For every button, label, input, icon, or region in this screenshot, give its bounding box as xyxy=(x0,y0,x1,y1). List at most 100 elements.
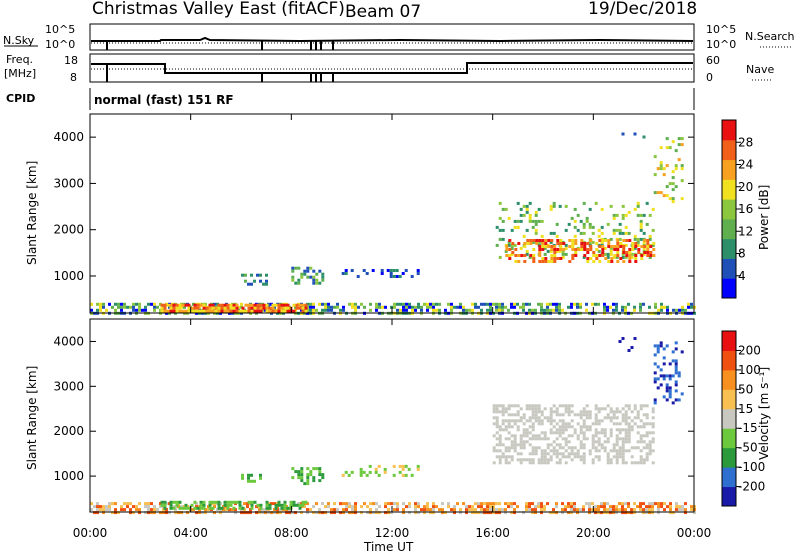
range-gate-cell xyxy=(645,431,649,435)
range-gate-cell xyxy=(609,305,612,309)
range-gate-cell xyxy=(564,437,568,441)
range-gate-cell xyxy=(567,404,571,408)
range-gate-cell xyxy=(642,231,646,235)
range-gate-cell xyxy=(271,309,275,313)
range-gate-cell xyxy=(552,452,556,456)
xtick-label: 08:00 xyxy=(274,526,309,540)
range-gate-cell xyxy=(653,191,657,195)
range-gate-cell xyxy=(612,508,615,512)
range-gate-cell xyxy=(516,219,520,223)
range-gate-cell xyxy=(616,248,620,251)
range-gate-cell xyxy=(567,422,571,426)
range-gate-cell xyxy=(504,305,507,309)
range-gate-cell xyxy=(555,511,558,515)
range-gate-cell xyxy=(417,305,420,309)
range-gate-cell xyxy=(528,404,532,408)
range-gate-cell xyxy=(621,461,625,465)
range-gate-cell xyxy=(453,511,456,515)
range-gate-cell xyxy=(342,502,345,506)
range-gate-cell xyxy=(567,413,571,417)
range-gate-cell xyxy=(354,511,357,515)
range-gate-cell xyxy=(663,502,666,506)
range-gate-cell xyxy=(498,455,502,459)
range-gate-cell xyxy=(271,306,275,310)
colorbar-tick-label: -50 xyxy=(738,441,758,455)
range-gate-cell xyxy=(543,508,546,512)
sky-tick-lo: 10^0 xyxy=(45,38,75,51)
range-gate-cell xyxy=(525,419,529,423)
range-gate-cell xyxy=(621,446,625,450)
range-gate-cell xyxy=(117,511,120,515)
range-gate-cell xyxy=(659,161,663,165)
range-gate-cell xyxy=(555,452,559,456)
range-gate-cell xyxy=(585,425,589,429)
range-gate-cell xyxy=(598,245,602,248)
range-gate-cell xyxy=(283,306,287,310)
range-gate-cell xyxy=(582,458,586,462)
range-gate-cell xyxy=(594,302,597,306)
range-gate-cell xyxy=(570,419,574,423)
range-gate-cell xyxy=(181,506,185,510)
range-gate-cell xyxy=(474,502,477,506)
range-gate-cell xyxy=(624,308,627,312)
range-gate-cell xyxy=(612,228,616,232)
range-gate-cell xyxy=(294,511,297,515)
range-gate-cell xyxy=(642,240,646,244)
range-gate-cell xyxy=(559,257,563,260)
range-gate-cell xyxy=(534,213,538,217)
range-gate-cell xyxy=(573,219,577,223)
range-gate-cell xyxy=(250,503,254,507)
range-gate-cell xyxy=(259,476,262,480)
range-gate-cell xyxy=(612,416,616,420)
range-gate-cell xyxy=(360,511,363,515)
range-gate-cell xyxy=(570,508,573,512)
range-gate-cell xyxy=(576,302,579,306)
range-gate-cell xyxy=(507,446,511,450)
range-gate-cell xyxy=(163,503,167,507)
range-gate-cell xyxy=(549,240,553,244)
range-gate-cell xyxy=(102,305,105,309)
range-gate-cell xyxy=(273,502,276,506)
range-gate-cell xyxy=(582,222,586,226)
range-gate-cell xyxy=(516,458,520,462)
range-gate-cell xyxy=(668,377,672,381)
range-gate-cell xyxy=(208,506,212,510)
range-gate-cell xyxy=(636,410,640,414)
range-gate-cell xyxy=(543,434,547,438)
range-gate-cell xyxy=(489,302,492,306)
range-gate-cell xyxy=(507,505,510,509)
range-gate-cell xyxy=(546,446,550,450)
range-gate-cell xyxy=(558,428,562,432)
range-gate-cell xyxy=(657,308,660,312)
range-gate-cell xyxy=(588,225,592,229)
range-gate-cell xyxy=(576,228,580,232)
range-gate-cell xyxy=(621,508,624,512)
range-gate-cell xyxy=(651,425,655,429)
range-gate-cell xyxy=(492,434,496,438)
range-gate-cell xyxy=(588,505,591,509)
range-gate-cell xyxy=(404,269,408,272)
range-gate-cell xyxy=(498,255,502,259)
range-gate-cell xyxy=(321,272,325,276)
range-gate-cell xyxy=(585,302,588,306)
range-gate-cell xyxy=(654,502,657,506)
range-gate-cell xyxy=(312,479,316,483)
range-gate-cell xyxy=(609,511,612,515)
range-gate-cell xyxy=(681,305,684,309)
range-gate-cell xyxy=(525,249,529,253)
range-gate-cell xyxy=(516,425,520,429)
range-gate-cell xyxy=(624,413,628,417)
ytick-label: 2000 xyxy=(53,424,84,438)
range-gate-cell xyxy=(223,500,227,504)
range-gate-cell xyxy=(504,437,508,441)
range-gate-cell xyxy=(576,413,580,417)
range-gate-cell xyxy=(262,282,265,286)
range-gate-cell xyxy=(555,305,558,309)
range-gate-cell xyxy=(668,362,672,366)
range-gate-cell xyxy=(366,511,369,515)
range-gate-cell xyxy=(588,508,591,512)
range-gate-cell xyxy=(315,511,318,515)
range-gate-cell xyxy=(504,425,508,429)
range-gate-cell xyxy=(226,503,230,507)
range-gate-cell xyxy=(634,245,638,248)
